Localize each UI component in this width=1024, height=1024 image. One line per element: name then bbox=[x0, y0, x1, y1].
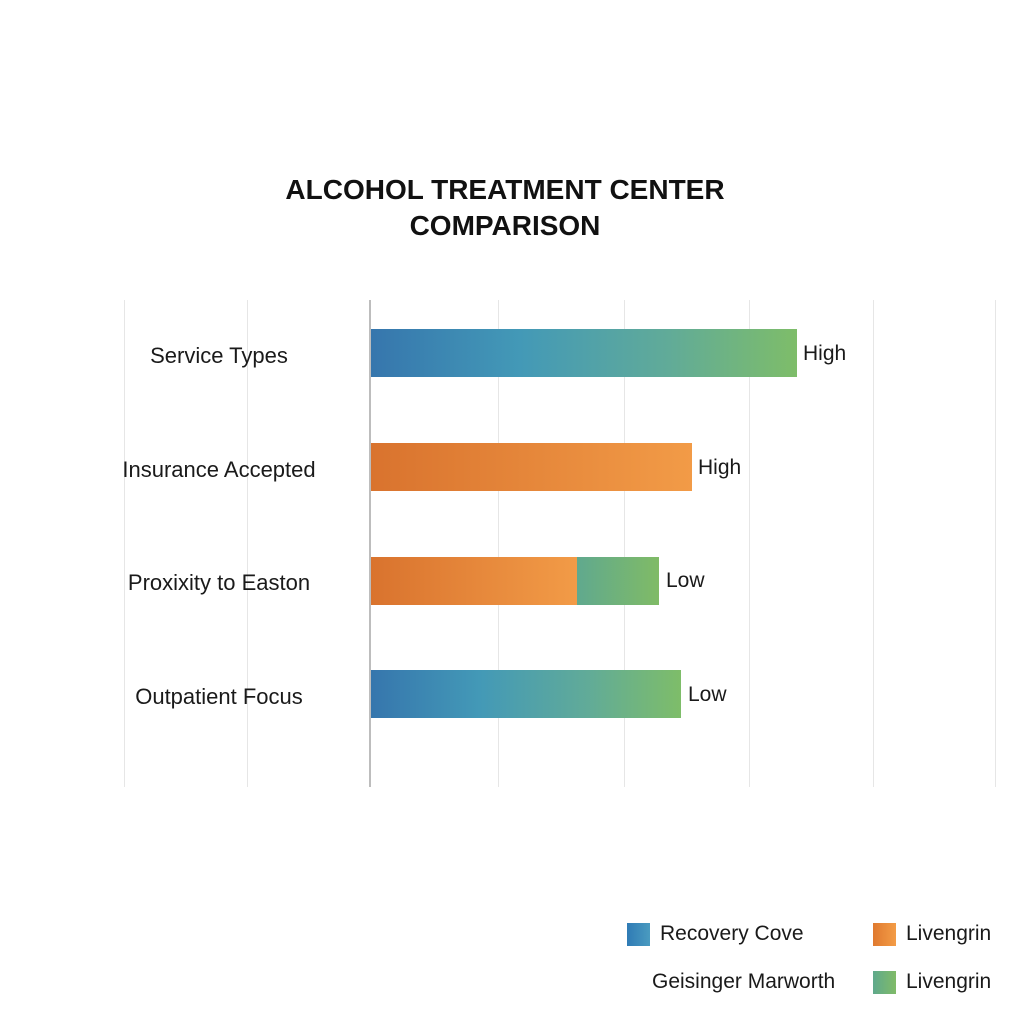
bar-outpatient-focus bbox=[371, 670, 681, 718]
value-label-insurance-accepted: High bbox=[698, 456, 742, 479]
gridline bbox=[624, 300, 625, 787]
gridline bbox=[247, 300, 248, 787]
legend-item-livengrin-orange: Livengrin bbox=[873, 922, 991, 946]
legend-item-livengrin-green: Livengrin bbox=[873, 970, 991, 994]
legend-label: Livengrin bbox=[906, 922, 992, 945]
legend-swatch-green bbox=[873, 970, 896, 994]
bar-segment-livengrin-orange bbox=[371, 443, 692, 491]
category-label-insurance-accepted: Insurance Accepted bbox=[122, 457, 316, 482]
category-label-service-types: Service Types bbox=[150, 343, 288, 368]
gridline bbox=[873, 300, 874, 787]
chart-title-line-1: ALCOHOL TREATMENT CENTER bbox=[285, 174, 725, 205]
bar-segment-livengrin-orange bbox=[371, 557, 577, 605]
gridline bbox=[749, 300, 750, 787]
bar-segment-recovery-cove bbox=[371, 670, 681, 718]
gridline bbox=[498, 300, 499, 787]
value-label-service-types: High bbox=[803, 342, 847, 365]
bar-segment-livengrin-green bbox=[577, 557, 659, 605]
gridline bbox=[995, 300, 996, 787]
legend-item-recovery-cove: Recovery Cove bbox=[627, 922, 804, 946]
y-axis-line bbox=[369, 300, 371, 787]
bar-service-types bbox=[371, 329, 797, 377]
bar-segment-recovery-cove bbox=[371, 329, 797, 377]
chart-title: ALCOHOL TREATMENT CENTER COMPARISON bbox=[0, 172, 1010, 244]
legend-swatch-orange bbox=[873, 922, 896, 946]
chart-title-line-2: COMPARISON bbox=[409, 210, 601, 241]
bar-proximity-to-easton bbox=[371, 557, 659, 605]
legend-swatch-blue bbox=[627, 922, 650, 946]
category-label-outpatient-focus: Outpatient Focus bbox=[135, 684, 303, 709]
gridline bbox=[124, 300, 125, 787]
value-label-outpatient-focus: Low bbox=[688, 683, 727, 706]
legend-item-geisinger-marworth: Geisinger Marworth bbox=[652, 970, 835, 994]
bar-insurance-accepted bbox=[371, 443, 692, 491]
category-label-proximity-to-easton: Proxixity to Easton bbox=[127, 570, 311, 595]
legend-label: Recovery Cove bbox=[660, 922, 804, 945]
legend-label: Livengrin bbox=[906, 970, 992, 993]
value-label-proximity-to-easton: Low bbox=[666, 569, 705, 592]
legend-label: Geisinger Marworth bbox=[652, 970, 836, 993]
